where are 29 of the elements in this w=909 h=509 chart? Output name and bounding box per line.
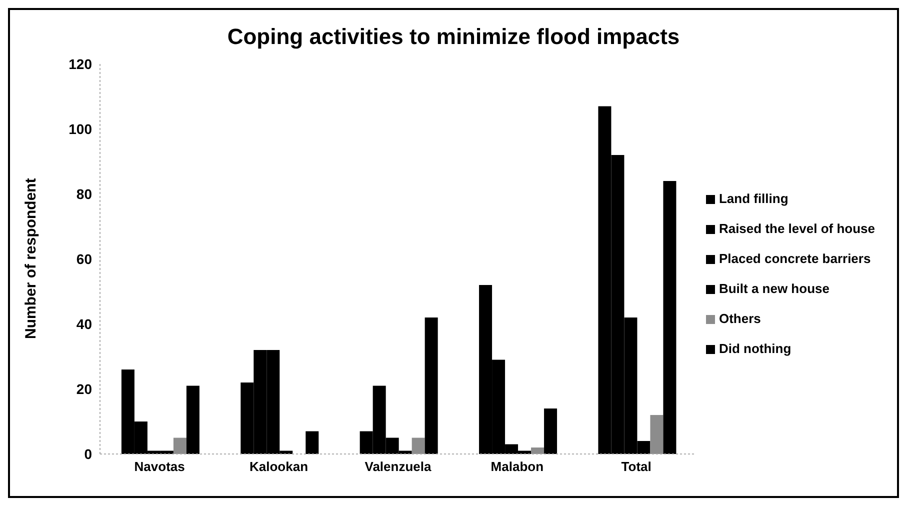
bar — [173, 438, 186, 454]
y-tick-label: 80 — [76, 186, 92, 202]
y-tick-label: 60 — [76, 250, 92, 267]
bar — [663, 181, 676, 454]
legend-label: Placed concrete barriers — [718, 251, 871, 266]
chart-title: Coping activities to minimize flood impacts — [226, 23, 681, 51]
legend-label: Others — [718, 311, 761, 326]
legend-label: Land filling — [718, 191, 788, 206]
bar — [186, 386, 200, 454]
legend-label: Built a new house — [718, 281, 830, 296]
y-tick-label: 120 — [68, 56, 92, 72]
y-tick-label: 20 — [76, 380, 92, 397]
x-tick-label: Kalookan — [250, 459, 308, 474]
y-tick-label: 100 — [68, 120, 92, 137]
bar — [412, 438, 425, 454]
x-tick-label: Total — [621, 459, 652, 474]
x-tick-label: Malabon — [490, 459, 544, 474]
bar — [650, 415, 664, 454]
legend-label: Raised the level of house — [718, 221, 875, 236]
legend-label: Did nothing — [718, 341, 792, 356]
x-tick-label: Navotas — [134, 459, 185, 474]
y-tick-label: 40 — [76, 316, 92, 332]
bar — [544, 408, 558, 454]
y-tick-label: 0 — [84, 446, 92, 462]
bar — [424, 318, 438, 454]
bar — [306, 431, 319, 454]
x-tick-label: Valenzuela — [364, 459, 432, 474]
y-axis-title: Number of respondent — [22, 178, 40, 339]
bar — [531, 448, 544, 454]
